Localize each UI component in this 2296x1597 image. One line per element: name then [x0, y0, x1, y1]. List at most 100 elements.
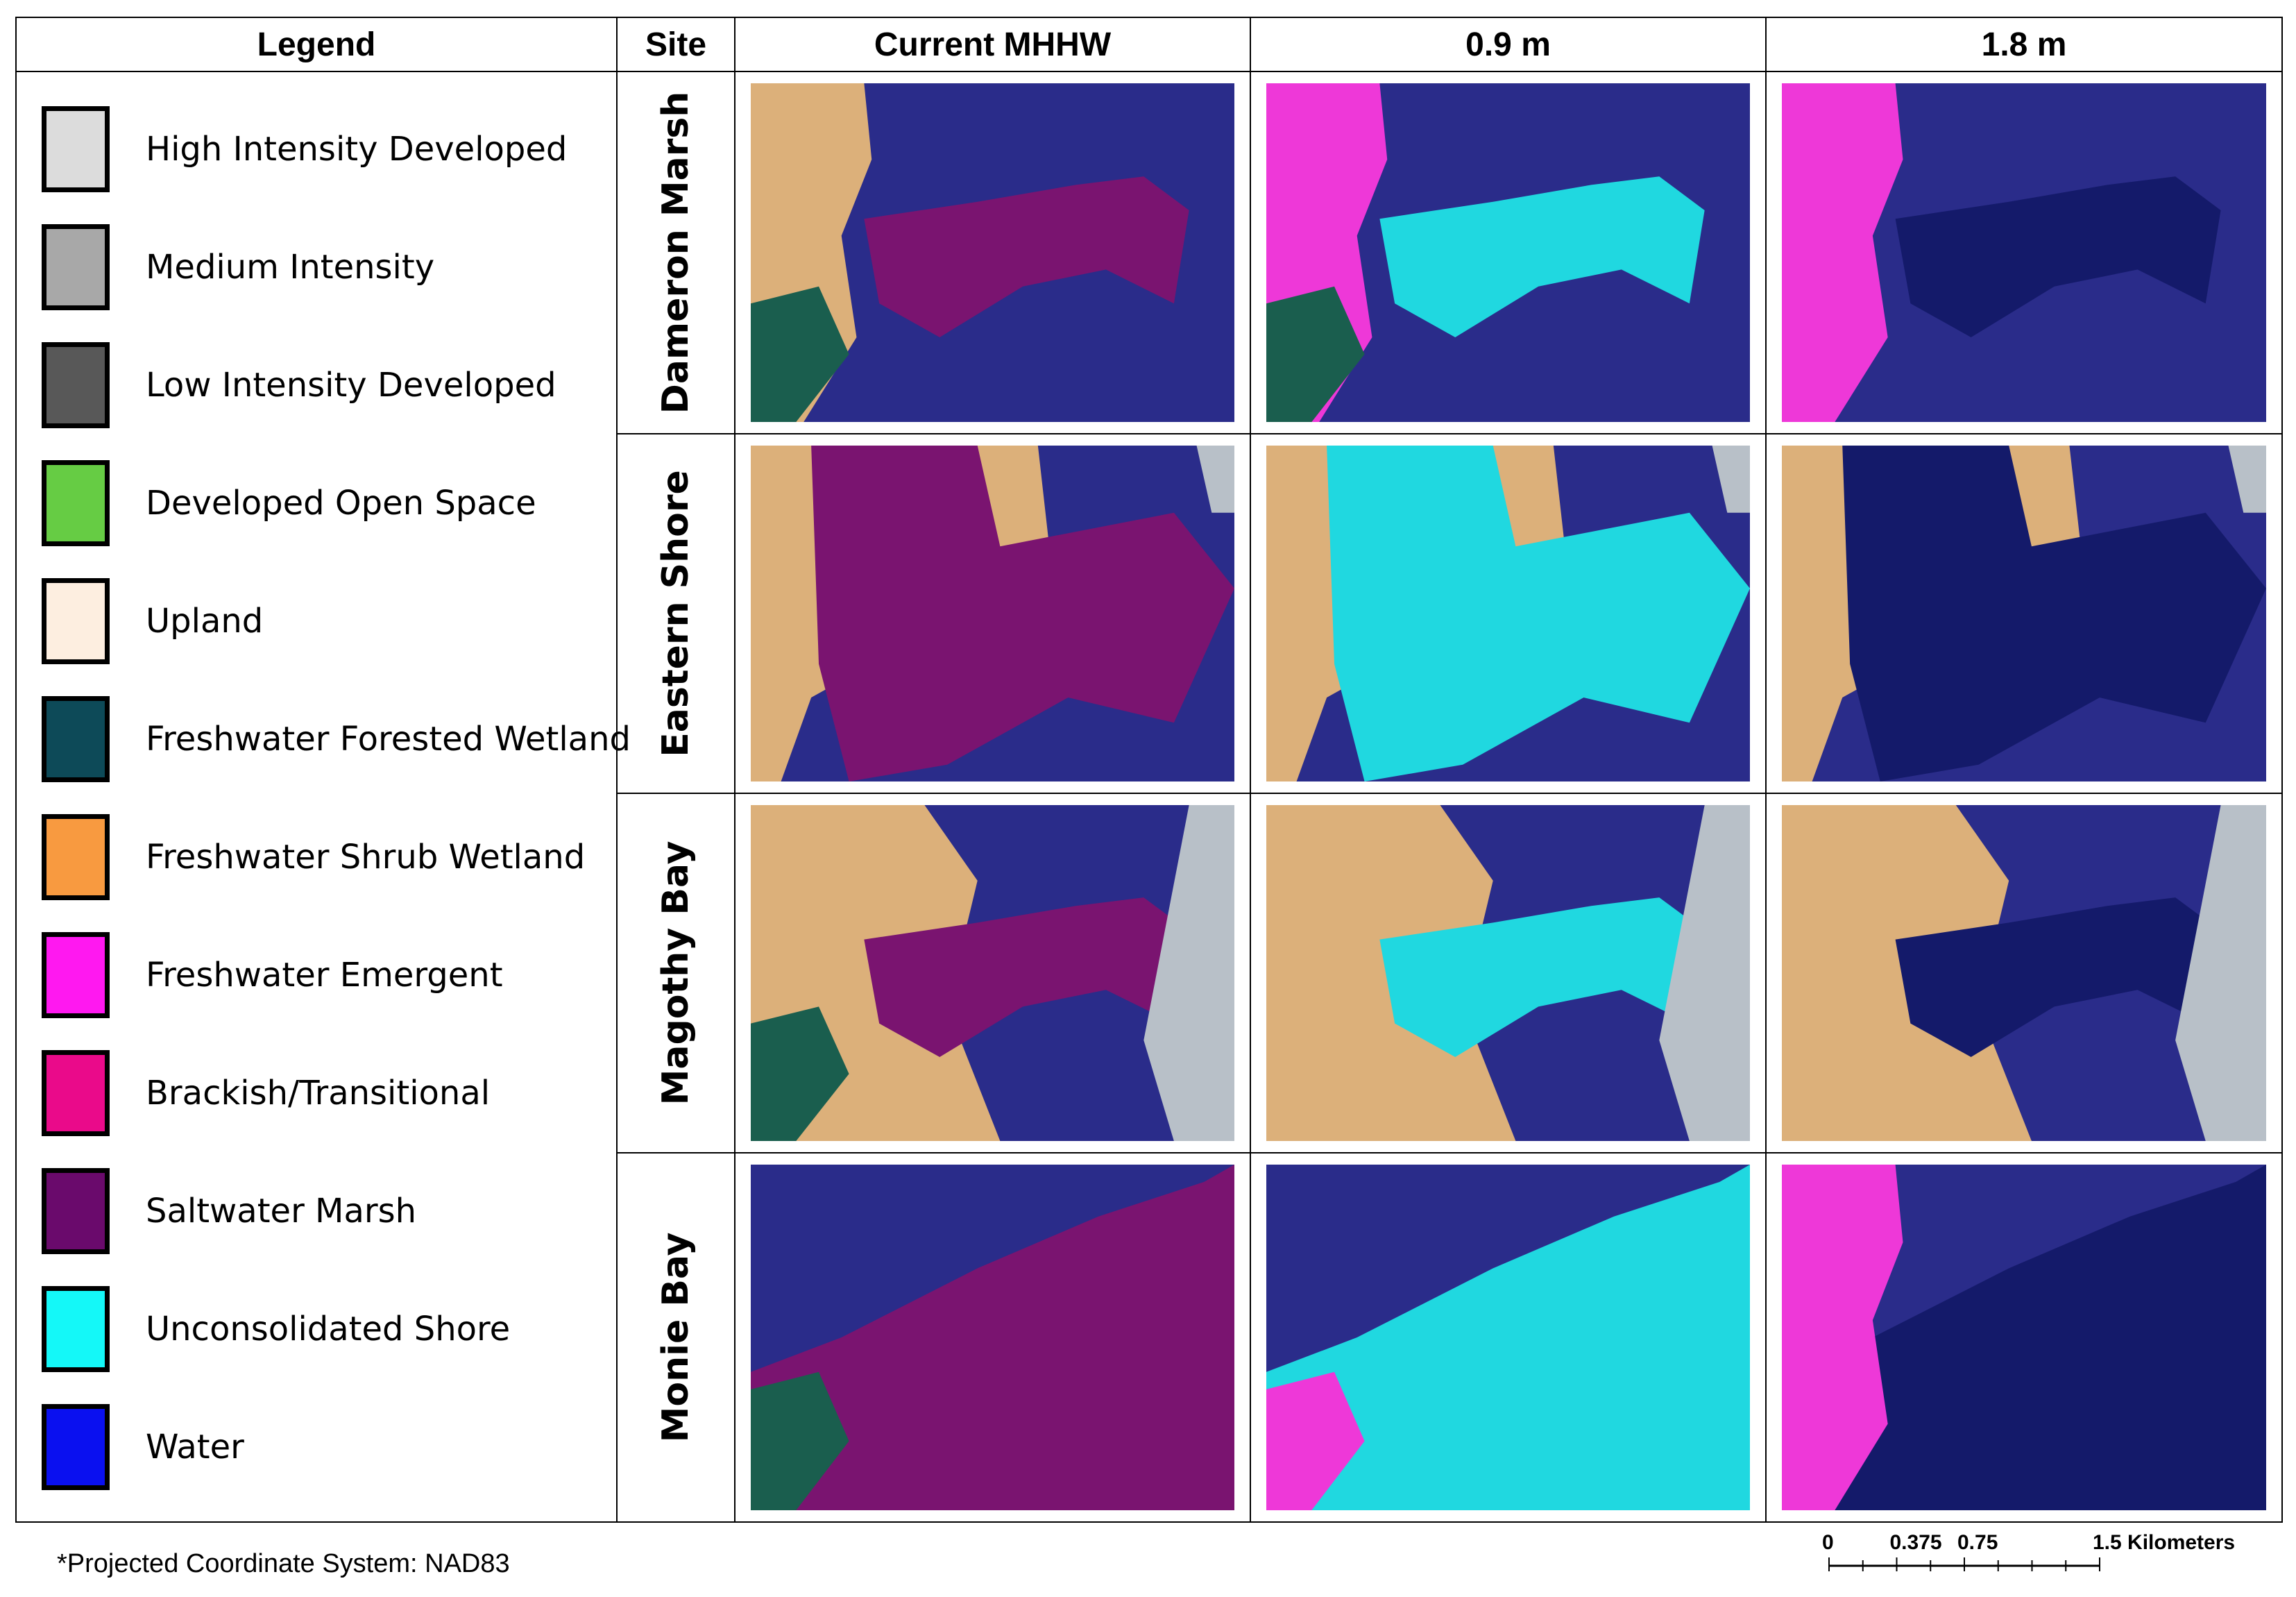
legend-label: Brackish/Transitional — [146, 1074, 491, 1113]
legend-label: Freshwater Emergent — [146, 956, 503, 995]
land-cover-patch — [1842, 446, 2266, 781]
land-cover-patch — [1895, 897, 2221, 1057]
results-table: Legend Site Current MHHW 0.9 m 1.8 m Hig… — [15, 17, 2283, 1523]
site-name: Eastern Shore — [655, 470, 697, 757]
legend-label: Freshwater Forested Wetland — [146, 720, 631, 759]
coordinate-system-note: *Projected Coordinate System: NAD83 — [57, 1549, 510, 1578]
legend-panel: High Intensity Developed Medium Intensity… — [15, 71, 631, 1523]
legend-swatch — [42, 578, 110, 664]
land-cover-figure: Legend Site Current MHHW 0.9 m 1.8 m Hig… — [15, 17, 2283, 1523]
land-cover-map — [1266, 1165, 1750, 1510]
scenario-header-0-9m: 0.9 m — [1250, 17, 1767, 72]
land-cover-patch — [1266, 1371, 1365, 1510]
site-name: Monie Bay — [655, 1232, 697, 1443]
land-cover-map — [1782, 446, 2266, 781]
scenario-header-1-8m: 1.8 m — [1765, 17, 2283, 72]
land-cover-map — [751, 446, 1234, 781]
land-cover-patch — [1782, 1165, 1903, 1510]
legend-swatch — [42, 1286, 110, 1372]
no-data-hatch — [1712, 446, 1750, 513]
legend-swatch — [42, 1168, 110, 1254]
land-cover-map — [1266, 805, 1750, 1141]
legend-label: Medium Intensity — [146, 248, 435, 287]
legend-swatch — [42, 696, 110, 782]
no-data-hatch — [1659, 805, 1750, 1141]
land-cover-patch — [1895, 176, 2221, 337]
map-dameron-marsh-0-9m — [1266, 83, 1750, 422]
legend-header: Legend — [15, 17, 618, 72]
site-row-dameron-marsh: Dameron Marsh — [616, 71, 735, 434]
scale-label: 0 — [1822, 1531, 1834, 1554]
map-magothy-bay-current — [751, 805, 1234, 1141]
legend-item: Unconsolidated Shore — [42, 1270, 616, 1388]
land-cover-map — [751, 1165, 1234, 1510]
map-monie-bay-1-8m — [1782, 1165, 2266, 1510]
scenario-header-current-mhhw: Current MHHW — [734, 17, 1251, 72]
legend-swatch — [42, 106, 110, 192]
land-cover-patch — [1782, 1165, 2266, 1510]
legend-label: Unconsolidated Shore — [146, 1310, 511, 1349]
legend-swatch — [42, 224, 110, 310]
legend-item: Freshwater Emergent — [42, 916, 616, 1034]
legend-swatch — [42, 342, 110, 428]
legend-item: Medium Intensity — [42, 208, 616, 326]
legend-item: Freshwater Forested Wetland — [42, 680, 631, 798]
no-data-hatch — [1196, 446, 1234, 513]
legend-swatch — [42, 460, 110, 546]
legend-label: Freshwater Shrub Wetland — [146, 838, 586, 877]
land-cover-patch — [864, 897, 1189, 1057]
map-magothy-bay-0-9m — [1266, 805, 1750, 1141]
land-cover-map — [1782, 83, 2266, 422]
legend-swatch — [42, 1050, 110, 1136]
land-cover-map — [1782, 1165, 2266, 1510]
map-magothy-bay-1-8m — [1782, 805, 2266, 1141]
site-name: Dameron Marsh — [655, 91, 697, 414]
legend-item: Saltwater Marsh — [42, 1152, 616, 1270]
legend-swatch — [42, 932, 110, 1018]
land-cover-patch — [751, 1371, 849, 1510]
map-eastern-shore-0-9m — [1266, 446, 1750, 781]
map-monie-bay-0-9m — [1266, 1165, 1750, 1510]
legend-item: Upland — [42, 562, 616, 680]
scale-label: 1.5 Kilometers — [2093, 1531, 2235, 1554]
land-cover-patch — [1266, 286, 1365, 422]
land-cover-patch — [811, 446, 1234, 781]
land-cover-patch — [751, 286, 849, 422]
map-eastern-shore-1-8m — [1782, 446, 2266, 781]
land-cover-map — [1782, 805, 2266, 1141]
legend-label: Water — [146, 1428, 244, 1467]
legend-swatch — [42, 814, 110, 900]
site-name: Magothy Bay — [655, 840, 697, 1106]
site-row-eastern-shore: Eastern Shore — [616, 433, 735, 794]
scale-label: 0.75 — [1957, 1531, 1998, 1554]
scale-label: 0.375 — [1890, 1531, 1942, 1554]
land-cover-map — [751, 805, 1234, 1141]
land-cover-patch — [1379, 897, 1705, 1057]
land-cover-patch — [1379, 176, 1705, 337]
legend-item: Developed Open Space — [42, 444, 616, 562]
legend-item: Brackish/Transitional — [42, 1034, 616, 1152]
legend-label: High Intensity Developed — [146, 130, 568, 169]
land-cover-map — [751, 83, 1234, 422]
site-row-magothy-bay: Magothy Bay — [616, 793, 735, 1154]
land-cover-patch — [1782, 83, 1903, 422]
legend-item: Freshwater Shrub Wetland — [42, 798, 616, 916]
legend-swatch — [42, 1404, 110, 1490]
map-dameron-marsh-current — [751, 83, 1234, 422]
land-cover-patch — [751, 1165, 1234, 1510]
legend-label: Low Intensity Developed — [146, 366, 556, 405]
scale-bar: 0 0.375 0.75 1.5 Kilometers — [1808, 1524, 2294, 1587]
site-row-monie-bay: Monie Bay — [616, 1152, 735, 1523]
map-eastern-shore-current — [751, 446, 1234, 781]
no-data-hatch — [1143, 805, 1234, 1141]
land-cover-patch — [1327, 446, 1750, 781]
legend-item: Low Intensity Developed — [42, 326, 616, 444]
site-header: Site — [616, 17, 735, 72]
map-monie-bay-current — [751, 1165, 1234, 1510]
land-cover-patch — [1266, 1165, 1750, 1510]
land-cover-map — [1266, 446, 1750, 781]
legend-item: Water — [42, 1388, 616, 1506]
legend-item: High Intensity Developed — [42, 90, 616, 208]
legend-label: Saltwater Marsh — [146, 1192, 417, 1231]
land-cover-map — [1266, 83, 1750, 422]
